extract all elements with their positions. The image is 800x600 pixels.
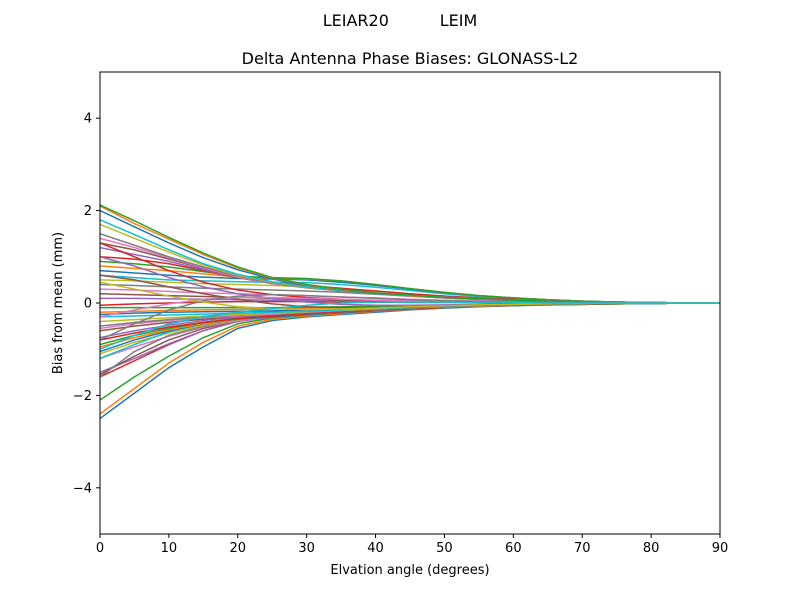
x-axis-ticks: 0 10 20 30 40 50 60 70 80 90 xyxy=(96,534,728,556)
x-tick-label: 80 xyxy=(643,541,660,556)
x-tick-label: 90 xyxy=(712,541,729,556)
x-tick-label: 50 xyxy=(436,541,453,556)
figure-suptitle: LEIAR20 LEIM xyxy=(323,11,478,30)
x-tick-label: 60 xyxy=(505,541,522,556)
x-tick-label: 70 xyxy=(574,541,591,556)
y-axis-label: Bias from mean (mm) xyxy=(51,232,66,374)
y-tick-label: 4 xyxy=(84,112,92,127)
y-tick-label: 2 xyxy=(84,204,92,219)
x-axis-label: Elvation angle (degrees) xyxy=(330,563,489,578)
y-tick-label: −2 xyxy=(73,389,92,404)
x-tick-label: 10 xyxy=(161,541,178,556)
series-line-43 xyxy=(100,204,720,304)
x-tick-label: 0 xyxy=(96,541,104,556)
y-axis-ticks: −4 −2 0 2 4 xyxy=(73,112,100,496)
x-tick-label: 40 xyxy=(367,541,384,556)
x-tick-label: 20 xyxy=(230,541,247,556)
chart-title: Delta Antenna Phase Biases: GLONASS-L2 xyxy=(242,49,579,68)
series-line-50 xyxy=(100,301,720,350)
series-layer xyxy=(100,204,720,420)
y-tick-label: −4 xyxy=(73,481,92,496)
y-tick-label: 0 xyxy=(84,297,92,312)
x-tick-label: 30 xyxy=(298,541,315,556)
